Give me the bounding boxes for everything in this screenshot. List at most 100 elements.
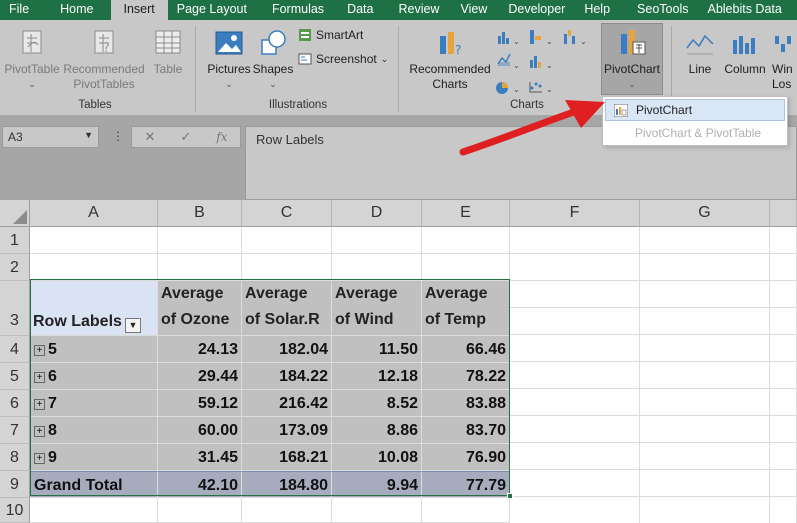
cell-e2[interactable] [422, 254, 510, 281]
pivot-header-ozone[interactable]: Average of Ozone [158, 281, 242, 336]
sparkline-column-button[interactable]: Column [722, 28, 768, 77]
column-header-g[interactable]: G [640, 200, 770, 227]
cell-c1[interactable] [242, 227, 332, 254]
column-h-area[interactable] [770, 227, 797, 523]
screenshot-button[interactable]: Screenshot ⌄ [298, 52, 388, 66]
cell-d1[interactable] [332, 227, 422, 254]
pivot-value-temp[interactable]: 76.90 [422, 444, 510, 471]
recommended-pivottables-button[interactable]: ? Recommended PivotTables [60, 28, 148, 92]
tab-developer[interactable]: Developer [508, 2, 566, 16]
tab-ablebits-data[interactable]: Ablebits Data [707, 2, 782, 16]
pivot-value-wind[interactable]: 8.52 [332, 390, 422, 417]
row-header-9[interactable]: 9 [0, 471, 30, 498]
pivot-value-ozone[interactable]: 31.45 [158, 444, 242, 471]
grand-total-temp[interactable]: 77.79 [422, 471, 510, 498]
pivot-value-solar[interactable]: 216.42 [242, 390, 332, 417]
grand-total-solar[interactable]: 184.80 [242, 471, 332, 498]
pivot-value-temp[interactable]: 78.22 [422, 363, 510, 390]
tab-home[interactable]: Home [60, 2, 94, 16]
name-box[interactable]: A3 ▼ [2, 126, 99, 148]
pictures-button[interactable]: Pictures ⌄ [204, 28, 254, 92]
expand-icon[interactable]: + [34, 345, 45, 356]
cell-a1[interactable] [30, 227, 158, 254]
pivot-value-solar[interactable]: 184.22 [242, 363, 332, 390]
select-all-button[interactable] [0, 200, 30, 227]
pivot-value-ozone[interactable]: 60.00 [158, 417, 242, 444]
tab-file[interactable]: File [9, 2, 30, 16]
pivot-row-labels-header[interactable]: Row Labels ▼ [30, 281, 158, 336]
pivot-row-label[interactable]: +8 [30, 417, 158, 444]
pivot-value-solar[interactable]: 182.04 [242, 336, 332, 363]
pivot-row-label[interactable]: +6 [30, 363, 158, 390]
column-header-f[interactable]: F [510, 200, 640, 227]
row-header-1[interactable]: 1 [0, 227, 30, 254]
pivot-value-temp[interactable]: 66.46 [422, 336, 510, 363]
pivot-value-ozone[interactable]: 29.44 [158, 363, 242, 390]
tab-formulas[interactable]: Formulas [271, 2, 325, 16]
pivotchart-button[interactable]: PivotChart ⌄ [601, 28, 663, 92]
pivot-value-solar[interactable]: 168.21 [242, 444, 332, 471]
tab-help[interactable]: Help [584, 2, 611, 16]
expand-icon[interactable]: + [34, 453, 45, 464]
pivot-value-wind[interactable]: 12.18 [332, 363, 422, 390]
pivot-value-wind[interactable]: 11.50 [332, 336, 422, 363]
expand-icon[interactable]: + [34, 372, 45, 383]
pivot-value-temp[interactable]: 83.88 [422, 390, 510, 417]
pivot-row-label[interactable]: +9 [30, 444, 158, 471]
row-header-3[interactable]: 3 [0, 281, 30, 336]
sparkline-winloss-button[interactable]: Win Los [772, 28, 797, 92]
smartart-button[interactable]: SmartArt [298, 28, 363, 42]
row-header-6[interactable]: 6 [0, 390, 30, 417]
expand-icon[interactable]: + [34, 399, 45, 410]
cell-b1[interactable] [158, 227, 242, 254]
pivot-value-temp[interactable]: 83.70 [422, 417, 510, 444]
column-header-e[interactable]: E [422, 200, 510, 227]
row-header-10[interactable]: 10 [0, 498, 30, 523]
cell-b10[interactable] [158, 498, 242, 523]
cell-a10[interactable] [30, 498, 158, 523]
pivot-value-solar[interactable]: 173.09 [242, 417, 332, 444]
expand-icon[interactable]: + [34, 426, 45, 437]
pivot-value-wind[interactable]: 10.08 [332, 444, 422, 471]
insert-function-icon[interactable]: fx [216, 130, 228, 144]
sparkline-line-button[interactable]: Line [680, 28, 720, 77]
pivot-header-solar[interactable]: Average of Solar.R [242, 281, 332, 336]
column-header-c[interactable]: C [242, 200, 332, 227]
menu-item-pivotchart-and-pivottable[interactable]: PivotChart & PivotTable [605, 122, 785, 144]
cell-d10[interactable] [332, 498, 422, 523]
row-header-2[interactable]: 2 [0, 254, 30, 281]
pivot-value-ozone[interactable]: 59.12 [158, 390, 242, 417]
grand-total-ozone[interactable]: 42.10 [158, 471, 242, 498]
menu-item-pivotchart[interactable]: PivotChart [605, 99, 785, 121]
column-header-d[interactable]: D [332, 200, 422, 227]
tab-seotools[interactable]: SeoTools [637, 2, 689, 16]
tab-insert[interactable]: Insert [110, 0, 168, 20]
row-header-5[interactable]: 5 [0, 363, 30, 390]
table-button[interactable]: Table [150, 28, 186, 77]
row-header-8[interactable]: 8 [0, 444, 30, 471]
cell-b2[interactable] [158, 254, 242, 281]
column-header-h[interactable] [770, 200, 797, 227]
column-g-area[interactable] [640, 227, 770, 523]
column-header-b[interactable]: B [158, 200, 242, 227]
pivot-row-label[interactable]: +7 [30, 390, 158, 417]
grand-total-label[interactable]: Grand Total [30, 471, 158, 498]
tab-view[interactable]: View [460, 2, 488, 16]
pivot-value-ozone[interactable]: 24.13 [158, 336, 242, 363]
cell-d2[interactable] [332, 254, 422, 281]
pivot-header-temp[interactable]: Average of Temp [422, 281, 510, 336]
filter-dropdown-icon[interactable]: ▼ [124, 318, 141, 333]
row-header-7[interactable]: 7 [0, 417, 30, 444]
tab-data[interactable]: Data [347, 2, 374, 16]
pivottable-button[interactable]: PivotTable ⌄ [2, 28, 62, 92]
recommended-charts-button[interactable]: ? Recommended Charts [404, 28, 496, 92]
pivot-value-wind[interactable]: 8.86 [332, 417, 422, 444]
pivot-header-wind[interactable]: Average of Wind [332, 281, 422, 336]
shapes-button[interactable]: Shapes ⌄ [252, 28, 294, 92]
cell-e1[interactable] [422, 227, 510, 254]
enter-icon[interactable]: ✓ [180, 129, 192, 144]
cell-c2[interactable] [242, 254, 332, 281]
cell-c10[interactable] [242, 498, 332, 523]
more-options-icon[interactable]: ⋮ [112, 129, 124, 143]
chart-type-icons[interactable]: ⌄ ⌄ ⌄ ⌄ ⌄ ⌄ ⌄ [496, 26, 600, 96]
